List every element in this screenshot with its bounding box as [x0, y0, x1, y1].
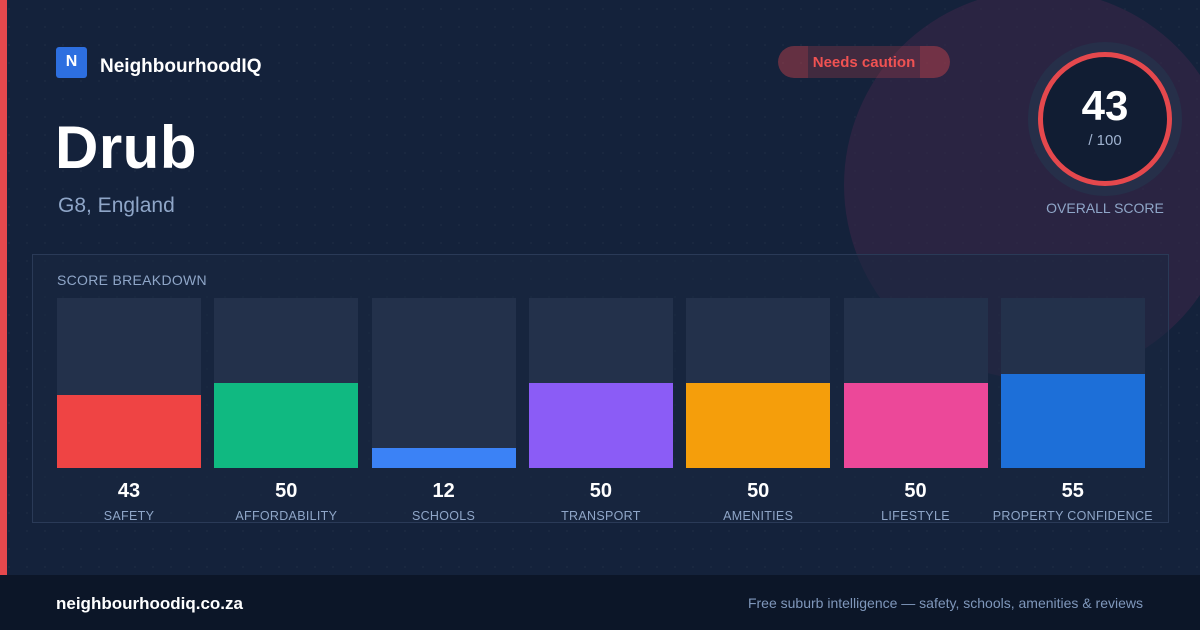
- bar-fill: [371, 448, 516, 468]
- bar-track: [686, 298, 831, 468]
- brand-header[interactable]: N NeighbourhoodIQ: [56, 46, 261, 78]
- gauge-ring: [1038, 52, 1172, 186]
- bar-value: 55: [1061, 480, 1084, 502]
- bar-label: SAFETY: [103, 509, 155, 523]
- bar-track: [57, 298, 201, 468]
- suburb-name: Drub: [55, 114, 197, 181]
- score-breakdown-panel: SCORE BREAKDOWN 43 SAFETY 50 AFFORDABILITY 1…: [32, 254, 1169, 523]
- bar-fill: [57, 395, 201, 468]
- bar-fill: [214, 383, 359, 468]
- bar-value: 50: [275, 480, 298, 502]
- footer-tagline: Free suburb intelligence — safety, schoo…: [747, 595, 1143, 611]
- bar-label: PROPERTY CONFIDENCE: [992, 509, 1153, 523]
- brand-logo-icon: N: [56, 46, 87, 78]
- score-breakdown-title: SCORE BREAKDOWN: [57, 272, 207, 288]
- bar-value: 50: [589, 480, 613, 502]
- bar-fill: [843, 383, 988, 468]
- bar-label: AFFORDABILITY: [235, 509, 338, 523]
- status-badge: Needs caution: [778, 46, 950, 78]
- bar-label: LIFESTYLE: [881, 509, 950, 523]
- bar-fill: [528, 383, 673, 468]
- bar-fill: [686, 383, 831, 468]
- overall-score-value: 43: [1081, 82, 1129, 129]
- accent-stripe: [0, 0, 7, 575]
- overall-score-max: / 100: [1088, 132, 1122, 149]
- footer: neighbourhoodiq.co.za Free suburb intell…: [0, 575, 1200, 630]
- status-badge-label: Needs caution: [812, 53, 916, 71]
- overall-score-label: OVERALL SCORE: [1046, 200, 1164, 216]
- bar-value: 12: [432, 480, 455, 502]
- bar-track: [1000, 298, 1145, 468]
- bar-fill: [1000, 374, 1145, 468]
- bar-value: 43: [117, 480, 141, 502]
- footer-domain-link[interactable]: neighbourhoodiq.co.za: [56, 594, 243, 613]
- overall-score-gauge: 43 / 100: [1028, 42, 1182, 196]
- brand-name: NeighbourhoodIQ: [100, 56, 262, 77]
- bar-value: 50: [904, 480, 927, 502]
- bar-track: [843, 298, 988, 468]
- bar-label: TRANSPORT: [561, 509, 641, 523]
- bar-label: AMENITIES: [723, 509, 794, 523]
- score-breakdown-chart: 43 SAFETY 50 AFFORDABILITY 12 SCHOOLS 50 TRANSP…: [33, 255, 1168, 523]
- bar-track: [214, 298, 359, 468]
- bar-track: [371, 298, 516, 468]
- bar-track: [528, 298, 673, 468]
- bar-value: 50: [747, 480, 770, 502]
- suburb-location: G8, England: [58, 194, 175, 217]
- bar-label: SCHOOLS: [411, 509, 476, 523]
